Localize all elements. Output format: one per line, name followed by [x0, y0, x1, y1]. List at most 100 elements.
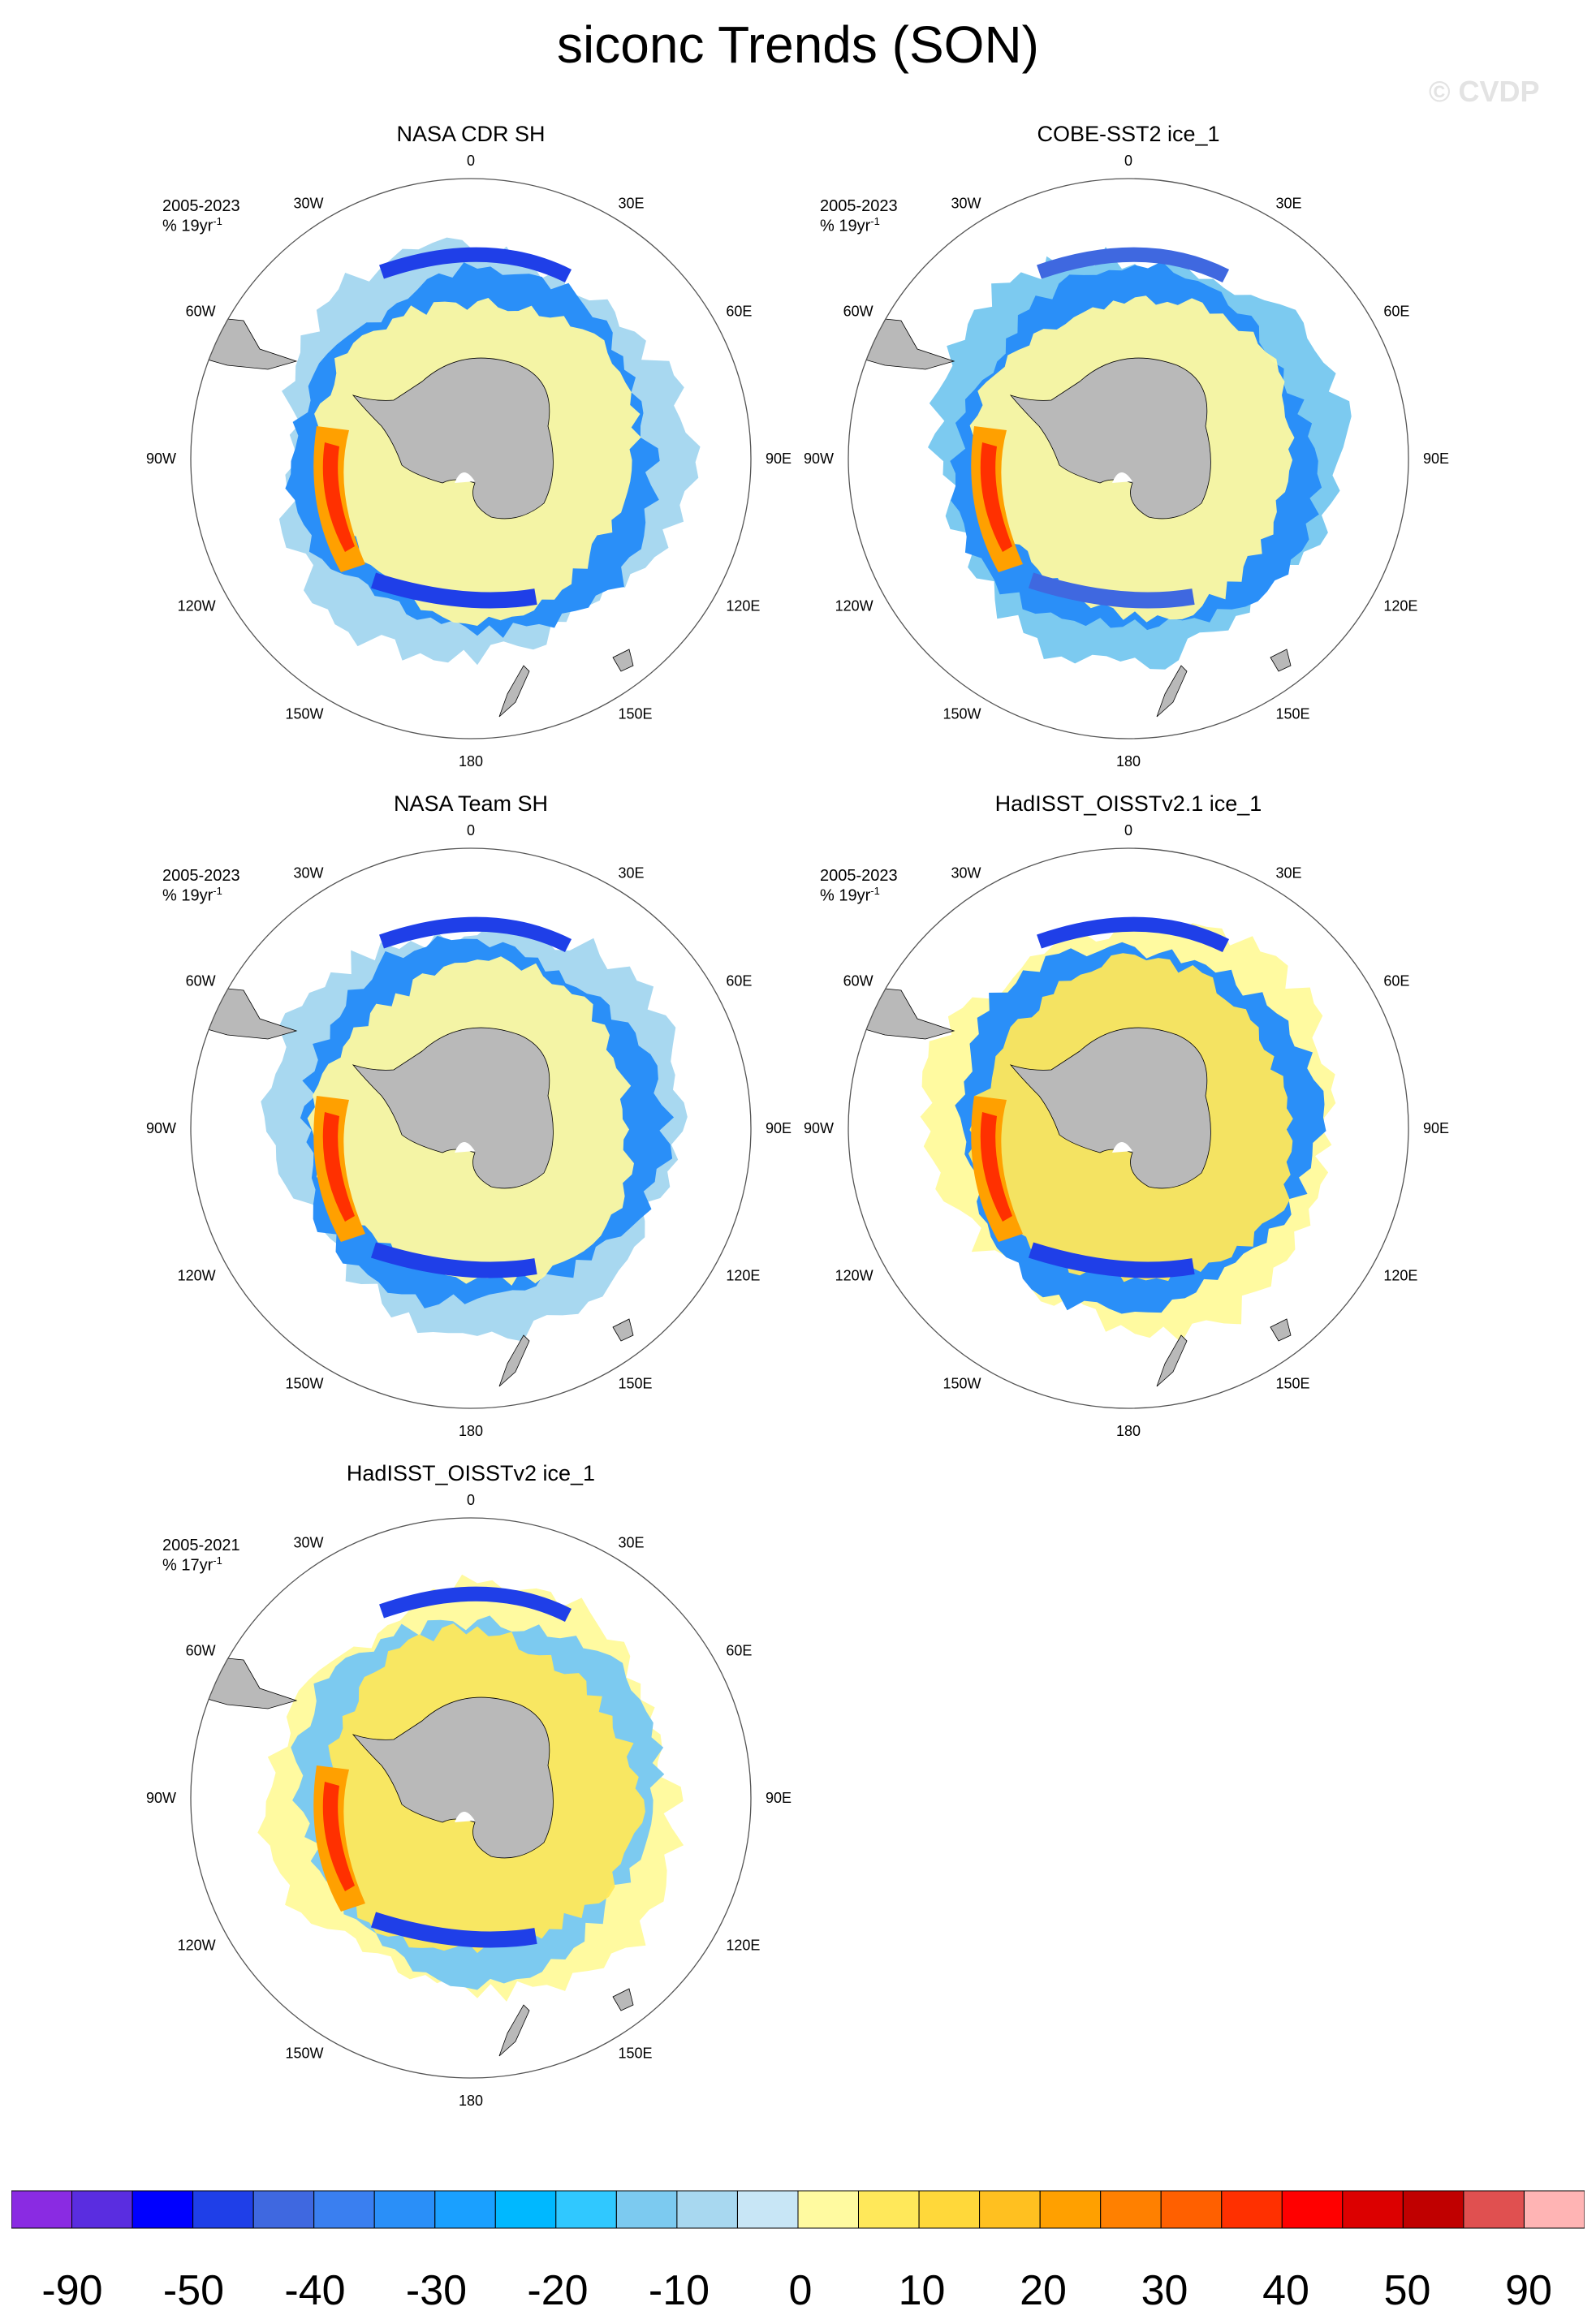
tasmania-land: [1270, 1318, 1292, 1342]
colorbar-swatch: [434, 2190, 496, 2229]
ice-shelf: [455, 1141, 475, 1153]
antarctica-land: [1009, 1027, 1211, 1189]
units-label: % 19yr-1: [162, 215, 222, 236]
map-boundary: [848, 847, 1409, 1409]
lon-label: 150W: [285, 1375, 323, 1391]
new-zealand-land: [1156, 665, 1188, 718]
lon-label: 0: [467, 1492, 475, 1508]
colorbar-swatch: [1160, 2190, 1223, 2229]
south-america-land: [198, 985, 298, 1040]
tasmania-land: [612, 649, 634, 672]
units-base: % 19yr: [820, 217, 871, 235]
units-label: % 19yr-1: [820, 215, 880, 236]
colorbar-swatch: [11, 2190, 72, 2229]
lon-label: 90W: [146, 1790, 176, 1806]
units-label: % 19yr-1: [820, 885, 880, 906]
colorbar-swatch: [1221, 2190, 1283, 2229]
panel-title: HadISST_OISSTv2.1 ice_1: [994, 791, 1262, 816]
ice-shelf: [1112, 1141, 1132, 1153]
lon-label: 90E: [766, 450, 792, 467]
lon-label: 150W: [285, 2045, 323, 2061]
lon-label: 0: [467, 822, 475, 838]
units-exponent: -1: [870, 885, 880, 897]
watermark: © CVDP: [1429, 75, 1540, 108]
negative-trend-arc: [379, 1586, 572, 1623]
lon-label: 150E: [1276, 1375, 1310, 1391]
lon-label: 150E: [619, 2045, 653, 2061]
colorbar-swatch: [1342, 2190, 1404, 2229]
panel-title: NASA CDR SH: [396, 122, 546, 146]
negative-trend-arc: [370, 572, 537, 609]
positive-trend-core: [980, 1112, 1012, 1222]
map-boundary: [190, 1517, 752, 2079]
lon-label: 120E: [1383, 1268, 1417, 1284]
lon-label: 60W: [186, 304, 216, 320]
lon-label: 150E: [1276, 705, 1310, 722]
south-america-land: [198, 1655, 298, 1709]
lon-label: 120E: [726, 598, 760, 614]
panel-title: HadISST_OISSTv2 ice_1: [346, 1461, 596, 1485]
colorbar-tick-label: -20: [527, 2267, 589, 2314]
units-base: % 19yr: [820, 886, 871, 905]
lon-label: 90W: [804, 1120, 834, 1136]
tasmania-land: [612, 1318, 634, 1342]
positive-trend-core: [980, 442, 1012, 552]
lon-label: 60E: [726, 304, 752, 320]
colorbar-tick-label: -30: [405, 2267, 468, 2314]
polar-map: 0 30E 60E 90E 120E 150E 180 150W 120W 90W 60W 30W: [804, 822, 1449, 1439]
lon-label: 180: [459, 2093, 483, 2109]
antarctica-land: [352, 1696, 554, 1859]
colorbar-swatch: [1402, 2190, 1464, 2229]
colorbar-swatch: [918, 2190, 981, 2229]
panel-title: COBE-SST2 ice_1: [1037, 122, 1220, 146]
period-label: 2005-2023: [162, 197, 240, 215]
colorbar-swatch: [1281, 2190, 1344, 2229]
lon-label: 90W: [804, 450, 834, 467]
lon-label: 120W: [178, 598, 216, 614]
period-label: 2005-2023: [162, 867, 240, 885]
lon-label: 150W: [943, 705, 981, 722]
negative-trend-arc: [379, 916, 572, 953]
negative-trend-arc: [379, 247, 572, 283]
antarctica-land: [1009, 357, 1211, 519]
lon-label: 90E: [1423, 450, 1449, 467]
colorbar-tick-label: -40: [284, 2267, 346, 2314]
colorbar-swatch: [1039, 2190, 1102, 2229]
lon-label: 30W: [951, 196, 981, 212]
colorbar-tick-label: -90: [41, 2267, 103, 2314]
units-exponent: -1: [213, 1554, 222, 1567]
units-label: % 17yr-1: [162, 1554, 222, 1576]
lon-label: 150W: [285, 705, 323, 722]
ice-shelf: [455, 1811, 475, 1822]
map-panel-5: HadISST_OISSTv2 ice_1 0 30E 60E 90E 120E 150E 1…: [138, 1461, 804, 2127]
colorbar-swatch: [132, 2190, 194, 2229]
lon-label: 90E: [766, 1790, 792, 1806]
map-boundary: [848, 178, 1409, 739]
lon-label: 60E: [1383, 304, 1409, 320]
antarctica-land: [352, 1027, 554, 1189]
lon-label: 180: [1116, 753, 1141, 770]
units-base: % 19yr: [162, 217, 214, 235]
colorbar-tick-label: 20: [1020, 2267, 1067, 2314]
panel-title: NASA Team SH: [393, 791, 549, 816]
colorbar-tick-label: 90: [1505, 2267, 1552, 2314]
negative-trend-arc: [370, 1912, 537, 1948]
colorbar-swatch: [676, 2190, 738, 2229]
units-base: % 17yr: [162, 1556, 214, 1575]
colorbar-tick-label: 30: [1141, 2267, 1188, 2314]
period-label: 2005-2023: [820, 867, 898, 885]
lon-label: 30E: [1276, 196, 1302, 212]
positive-trend-core: [322, 1112, 355, 1222]
lon-label: 60W: [186, 973, 216, 989]
new-zealand-land: [498, 1334, 530, 1387]
colorbar-swatch: [1463, 2190, 1525, 2229]
lon-label: 120E: [726, 1938, 760, 1954]
units-base: % 19yr: [162, 886, 214, 905]
new-zealand-land: [498, 665, 530, 718]
lon-label: 0: [1124, 153, 1132, 169]
lon-label: 180: [459, 1423, 483, 1439]
ice-shelf: [455, 472, 475, 483]
colorbar-swatch: [979, 2190, 1041, 2229]
lon-label: 30W: [293, 865, 323, 882]
lon-label: 30W: [293, 1535, 323, 1551]
